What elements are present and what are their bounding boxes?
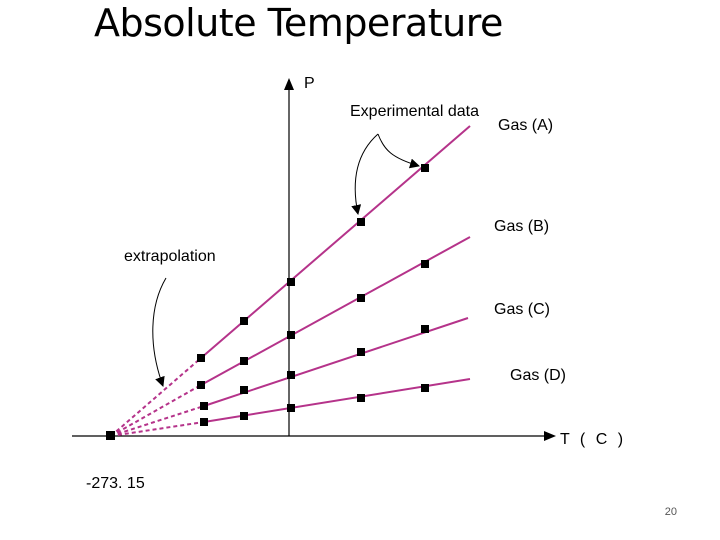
y-axis-label: P (304, 75, 315, 92)
gas-c-label: Gas (C) (494, 301, 550, 318)
data-point (197, 381, 205, 389)
extrapolation-label: extrapolation (124, 248, 216, 265)
y-axis-arrow (284, 78, 294, 90)
experimental-data-label: Experimental data (350, 103, 479, 120)
gas-a-extrapolation (110, 357, 202, 437)
data-point (240, 412, 248, 420)
origin-label: -273. 15 (86, 475, 145, 492)
x-axis-label: T ( C ) (560, 431, 626, 448)
data-point (421, 325, 429, 333)
data-points (106, 164, 429, 440)
slide-number: 20 (664, 506, 677, 518)
data-point (421, 260, 429, 268)
experimental-arrow-left (351, 133, 379, 215)
data-point (357, 294, 365, 302)
data-point (240, 386, 248, 394)
data-point (197, 354, 205, 362)
x-axis-arrow (544, 431, 556, 441)
gas-a-label: Gas (A) (498, 117, 553, 134)
data-point (421, 384, 429, 392)
gas-c-extrapolation (110, 405, 205, 437)
data-point (200, 418, 208, 426)
data-point (287, 404, 295, 412)
gas-b-extrapolation (110, 384, 202, 437)
gas-d-extrapolation (110, 421, 205, 437)
data-point (357, 218, 365, 226)
data-point (357, 348, 365, 356)
data-point (240, 357, 248, 365)
data-point (287, 331, 295, 339)
data-point (287, 278, 295, 286)
data-point (200, 402, 208, 410)
gas-b-label: Gas (B) (494, 218, 549, 235)
data-point (106, 431, 115, 440)
gas-d-label: Gas (D) (510, 367, 566, 384)
data-point (287, 371, 295, 379)
experimental-arrow-right (377, 133, 420, 169)
slide-title: Absolute Temperature (94, 1, 503, 45)
data-point (240, 317, 248, 325)
data-point (421, 164, 429, 172)
extrapolation-arrow (152, 277, 167, 387)
data-point (357, 394, 365, 402)
